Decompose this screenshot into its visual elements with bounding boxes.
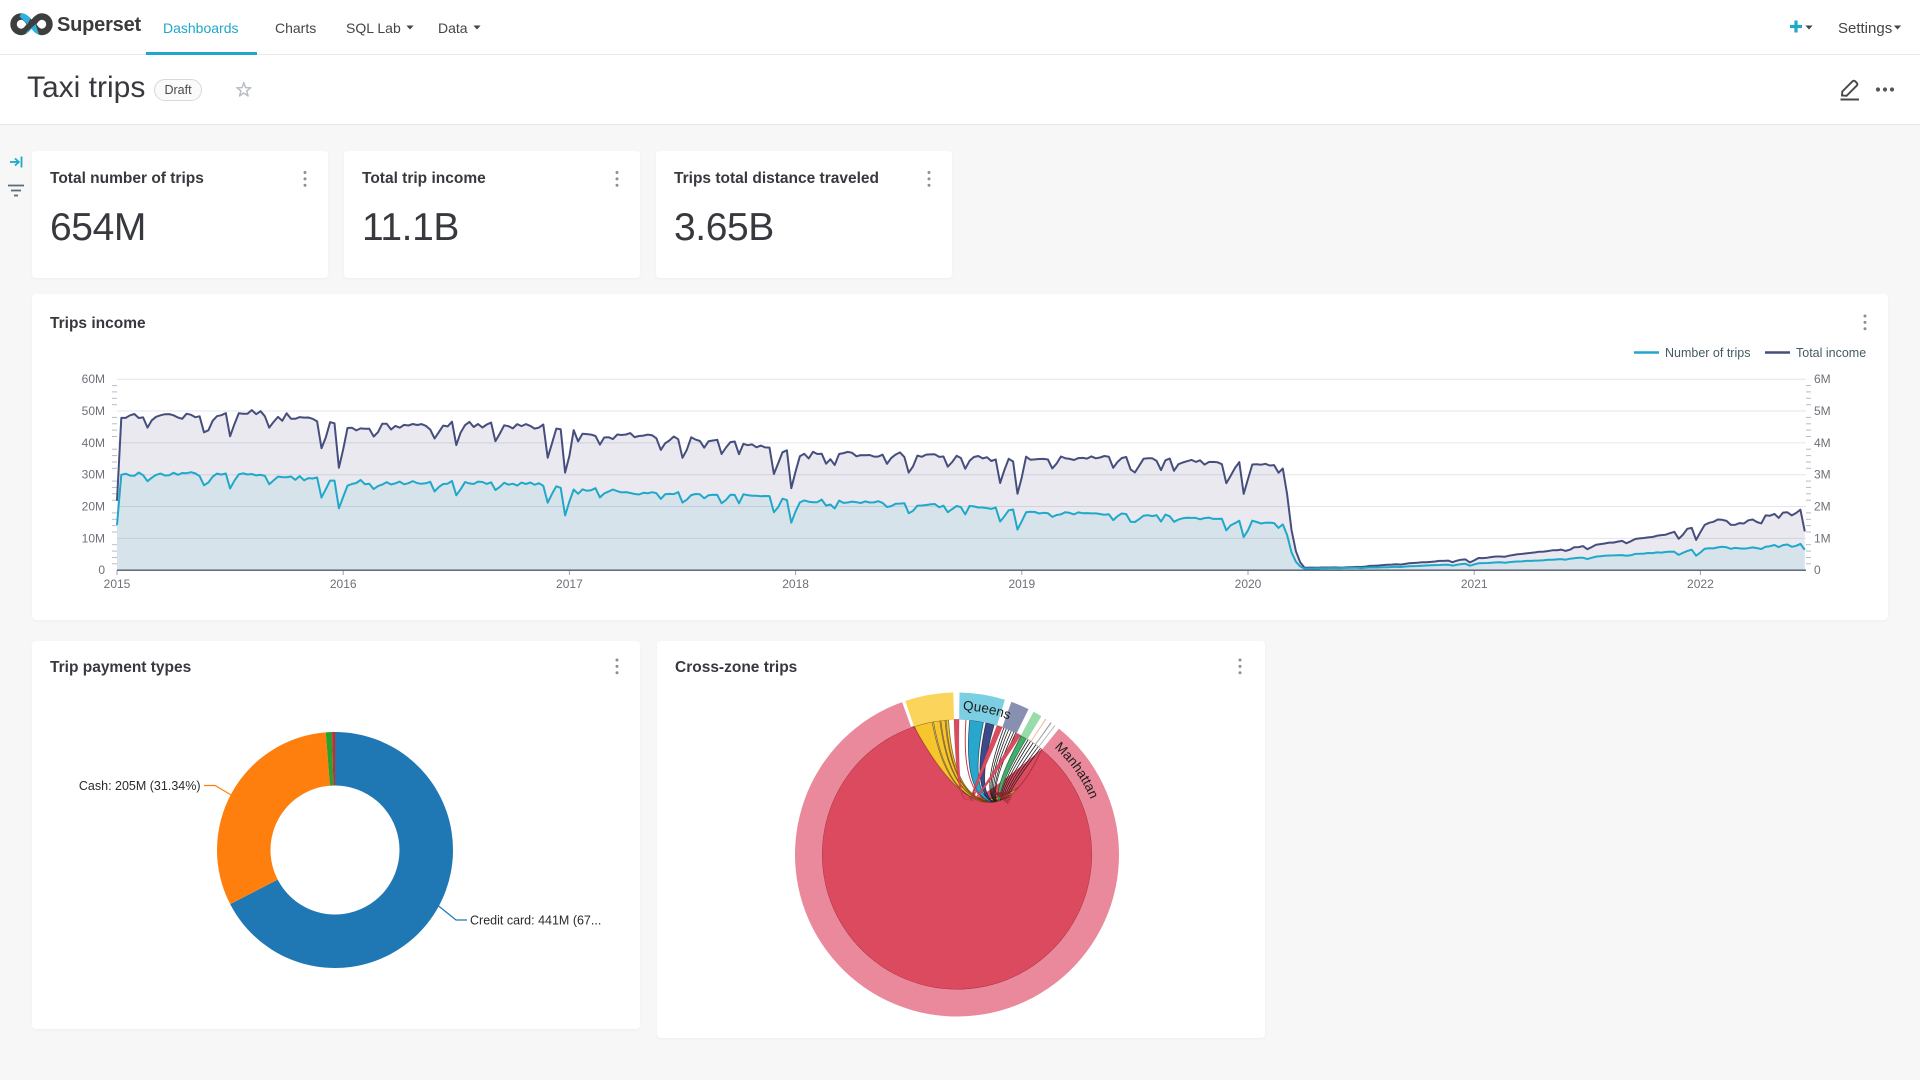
svg-text:10M: 10M	[82, 531, 105, 545]
svg-text:2017: 2017	[556, 577, 583, 591]
svg-text:2019: 2019	[1008, 577, 1035, 591]
svg-text:2022: 2022	[1687, 577, 1714, 591]
svg-text:2M: 2M	[1814, 500, 1831, 514]
svg-text:50M: 50M	[82, 404, 105, 418]
svg-text:2021: 2021	[1461, 577, 1488, 591]
svg-text:0: 0	[98, 563, 105, 577]
svg-text:2020: 2020	[1235, 577, 1262, 591]
svg-text:6M: 6M	[1814, 372, 1831, 386]
svg-text:0: 0	[1814, 563, 1821, 577]
svg-text:Total income: Total income	[1796, 346, 1866, 360]
svg-text:3M: 3M	[1814, 468, 1831, 482]
svg-text:1M: 1M	[1814, 531, 1831, 545]
svg-text:2015: 2015	[104, 577, 131, 591]
svg-text:Number of trips: Number of trips	[1665, 346, 1750, 360]
svg-text:40M: 40M	[82, 436, 105, 450]
svg-text:Cash: 205M (31.34%): Cash: 205M (31.34%)	[79, 779, 201, 793]
svg-text:4M: 4M	[1814, 436, 1831, 450]
svg-text:30M: 30M	[82, 468, 105, 482]
svg-text:Credit card: 441M (67...: Credit card: 441M (67...	[470, 914, 601, 928]
svg-text:2016: 2016	[330, 577, 357, 591]
svg-text:2018: 2018	[782, 577, 809, 591]
svg-text:20M: 20M	[82, 500, 105, 514]
svg-text:5M: 5M	[1814, 404, 1831, 418]
svg-text:60M: 60M	[82, 372, 105, 386]
